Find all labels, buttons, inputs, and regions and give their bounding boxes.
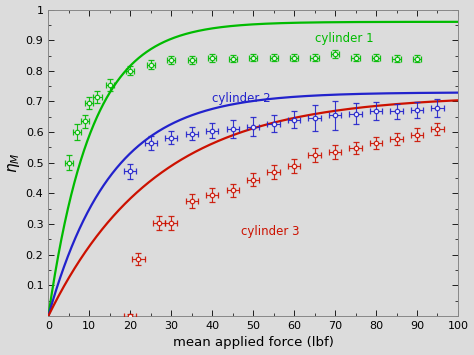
- X-axis label: mean applied force (lbf): mean applied force (lbf): [173, 337, 334, 349]
- Text: cylinder 3: cylinder 3: [241, 225, 300, 238]
- Text: cylinder 2: cylinder 2: [212, 92, 271, 105]
- Y-axis label: $\eta_M$: $\eta_M$: [6, 153, 21, 173]
- Text: cylinder 1: cylinder 1: [315, 32, 373, 45]
